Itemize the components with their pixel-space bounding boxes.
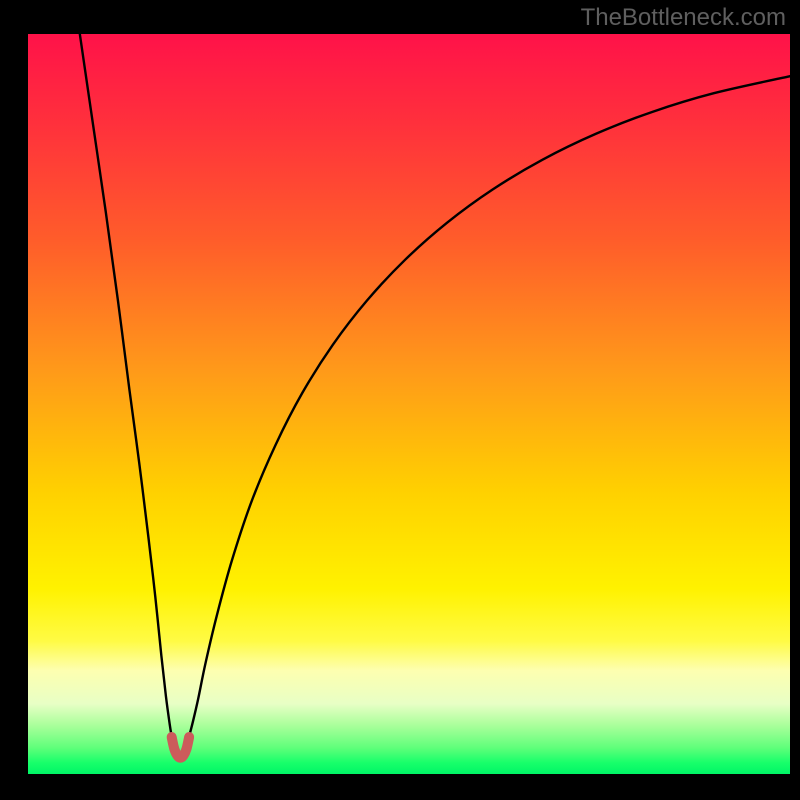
chart-gradient-background — [28, 34, 790, 774]
chart-container: TheBottleneck.com — [0, 0, 800, 800]
bottleneck-chart — [0, 0, 800, 800]
watermark-text: TheBottleneck.com — [581, 4, 786, 32]
